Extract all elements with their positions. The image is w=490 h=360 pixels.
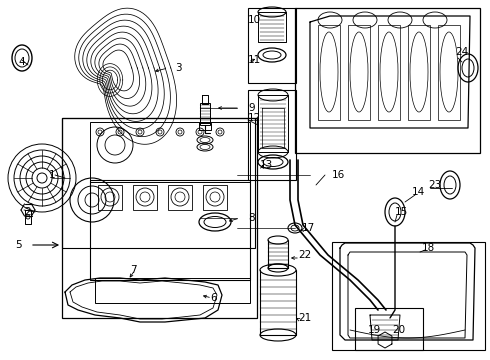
Bar [200, 103, 210, 125]
Text: 2: 2 [24, 207, 31, 217]
Bar [248, 90, 296, 180]
Bar [90, 122, 250, 182]
Bar [90, 180, 250, 280]
Text: 14: 14 [412, 187, 425, 197]
Bar [332, 242, 485, 350]
Text: 16: 16 [332, 170, 345, 180]
Text: 7: 7 [130, 265, 137, 275]
Text: 1: 1 [49, 170, 55, 180]
Text: 18: 18 [422, 243, 435, 253]
Text: 6: 6 [210, 293, 217, 303]
Text: 19: 19 [368, 325, 381, 335]
Text: 24: 24 [455, 47, 468, 57]
Bar [378, 25, 400, 120]
Bar [133, 185, 157, 210]
Bar [62, 118, 257, 318]
Bar [408, 25, 430, 120]
Bar [318, 25, 340, 120]
Text: 10: 10 [248, 15, 261, 25]
Text: 20: 20 [392, 325, 405, 335]
Text: 23: 23 [428, 180, 441, 190]
Text: 12: 12 [248, 113, 261, 123]
Text: 15: 15 [395, 207, 408, 217]
Bar [168, 185, 192, 210]
Bar [438, 25, 460, 120]
Text: 9: 9 [248, 103, 255, 113]
Bar [295, 8, 480, 153]
Bar [348, 25, 370, 120]
Text: 3: 3 [175, 63, 182, 73]
Text: 21: 21 [298, 313, 311, 323]
Bar [98, 185, 122, 210]
Bar [95, 278, 250, 303]
Text: 17: 17 [302, 223, 315, 233]
Text: 22: 22 [298, 250, 311, 260]
Text: 11: 11 [248, 55, 261, 65]
Text: 4: 4 [19, 57, 25, 67]
Bar [203, 185, 227, 210]
Bar [248, 8, 296, 83]
Text: 5: 5 [15, 240, 21, 250]
Text: 13: 13 [260, 160, 273, 170]
Text: 8: 8 [248, 213, 255, 223]
Bar [355, 308, 423, 350]
Bar [62, 118, 255, 248]
